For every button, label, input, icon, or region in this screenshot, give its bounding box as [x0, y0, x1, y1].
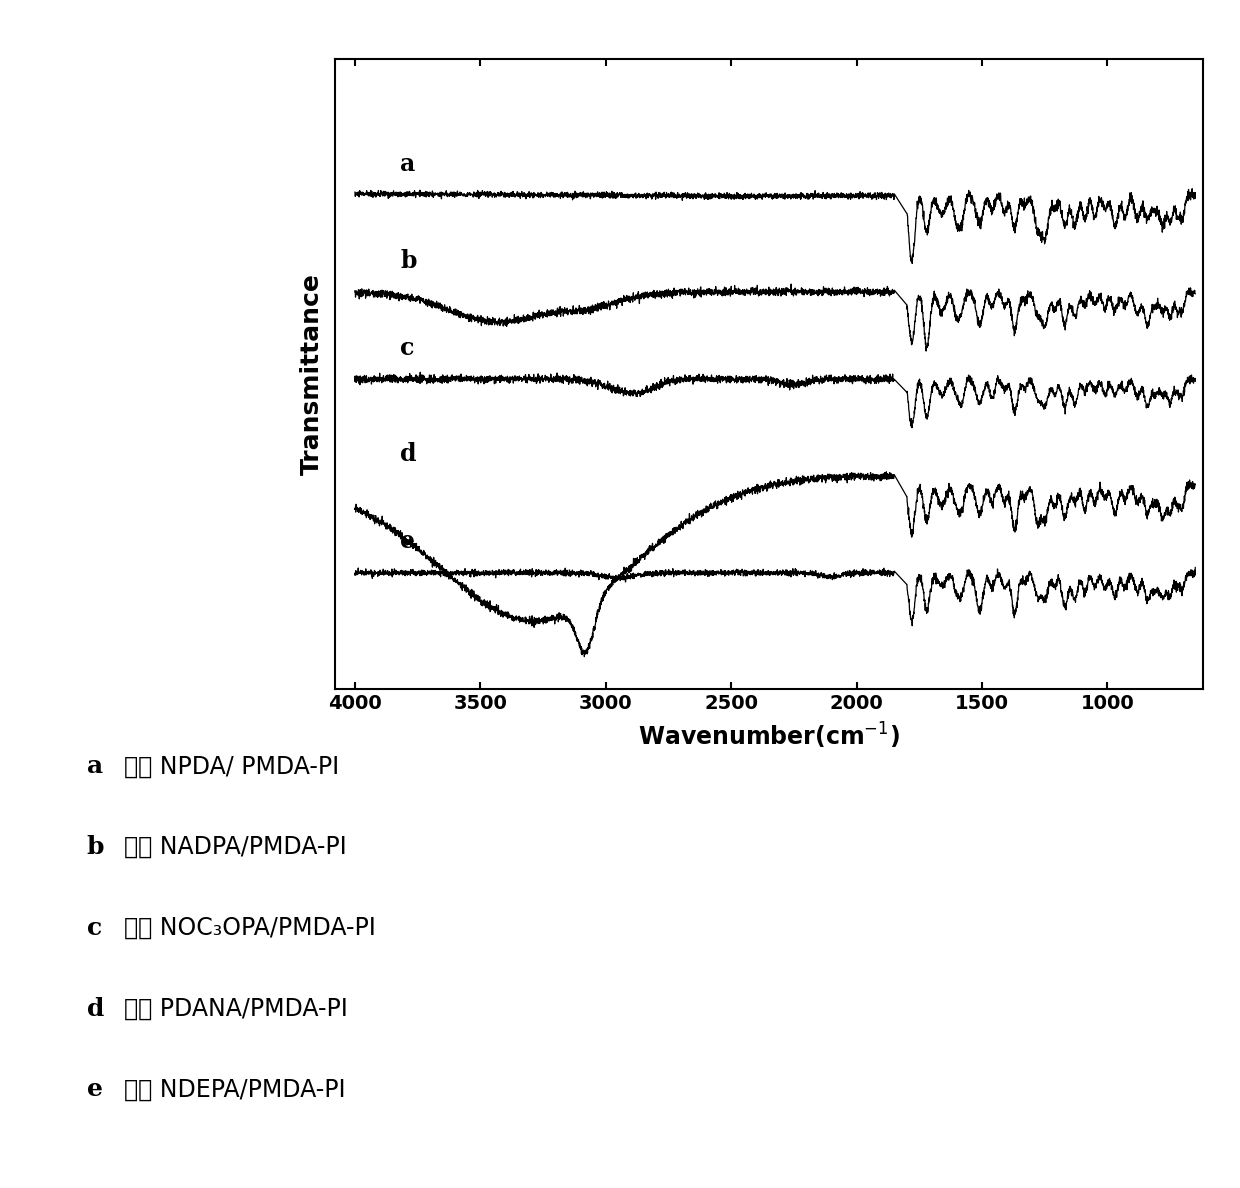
Text: 对应 PDANA/PMDA-PI: 对应 PDANA/PMDA-PI [124, 997, 348, 1020]
Text: b: b [87, 835, 104, 859]
Text: 对应 NPDA/ PMDA-PI: 对应 NPDA/ PMDA-PI [124, 754, 340, 778]
Text: e: e [401, 530, 415, 554]
X-axis label: Wavenumber(cm$^{-1}$): Wavenumber(cm$^{-1}$) [637, 721, 900, 752]
Y-axis label: Transmittance: Transmittance [300, 273, 324, 475]
Text: 对应 NADPA/PMDA-PI: 对应 NADPA/PMDA-PI [124, 835, 347, 859]
Text: b: b [401, 248, 417, 272]
Text: 对应 NOC₃OPA/PMDA-PI: 对应 NOC₃OPA/PMDA-PI [124, 916, 376, 940]
Text: 对应 NDEPA/PMDA-PI: 对应 NDEPA/PMDA-PI [124, 1078, 346, 1101]
Text: a: a [401, 152, 415, 176]
Text: a: a [87, 754, 103, 778]
Text: d: d [401, 442, 417, 466]
Text: c: c [87, 916, 102, 940]
Text: d: d [87, 997, 104, 1020]
Text: c: c [401, 336, 414, 360]
Text: e: e [87, 1078, 103, 1101]
